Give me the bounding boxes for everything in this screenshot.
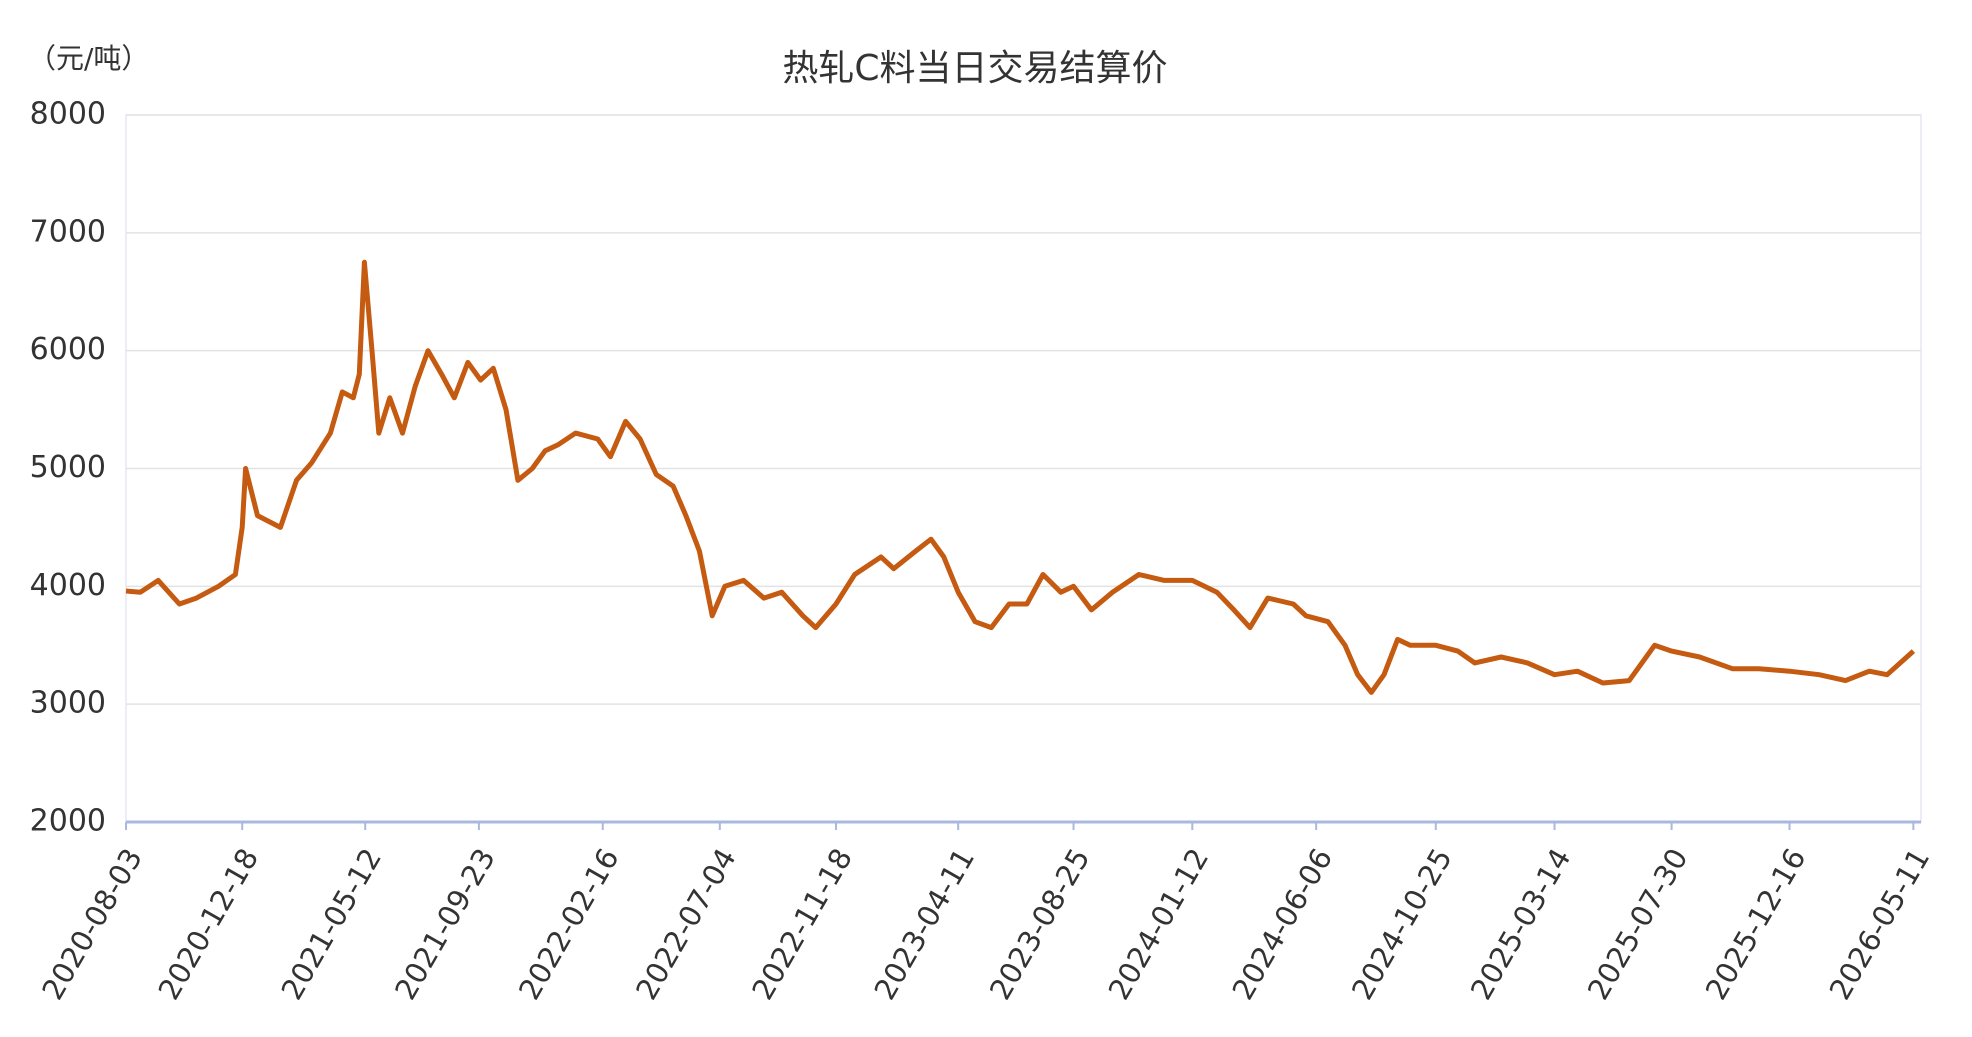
- x-tick-label: 2025-03-14: [1464, 843, 1578, 1006]
- y-tick-label: 7000: [30, 214, 106, 249]
- x-tick-label: 2022-07-04: [629, 843, 743, 1006]
- x-tick-label: 2023-04-11: [867, 843, 981, 1006]
- y-tick-label: 3000: [30, 686, 106, 721]
- y-tick-label: 2000: [30, 804, 106, 839]
- x-tick-label: 2022-11-18: [745, 843, 859, 1006]
- x-tick-label: 2021-05-12: [274, 843, 388, 1006]
- x-tick-label: 2023-08-25: [983, 843, 1097, 1006]
- x-tick-label: 2024-01-12: [1102, 843, 1216, 1006]
- y-tick-label: 5000: [30, 450, 106, 485]
- x-tick-label: 2020-12-18: [151, 843, 265, 1006]
- x-tick-label: 2021-09-23: [388, 843, 502, 1006]
- x-tick-label: 2024-06-06: [1225, 843, 1339, 1006]
- y-axis-label: （元/吨）: [28, 42, 149, 75]
- x-tick-label: 2026-05-11: [1823, 842, 1937, 1005]
- x-tick-label: 2025-07-30: [1581, 843, 1695, 1006]
- x-tick-label: 2020-08-03: [35, 843, 149, 1006]
- y-tick-label: 4000: [30, 568, 106, 603]
- x-tick-label: 2024-10-25: [1345, 843, 1459, 1006]
- y-tick-label: 6000: [30, 332, 106, 367]
- x-tick-label: 2025-12-16: [1699, 843, 1813, 1006]
- chart-title: 热轧C料当日交易结算价: [782, 48, 1167, 89]
- y-tick-label: 8000: [30, 97, 106, 132]
- price-line: [125, 259, 1916, 695]
- x-tick-label: 2022-02-16: [512, 843, 626, 1006]
